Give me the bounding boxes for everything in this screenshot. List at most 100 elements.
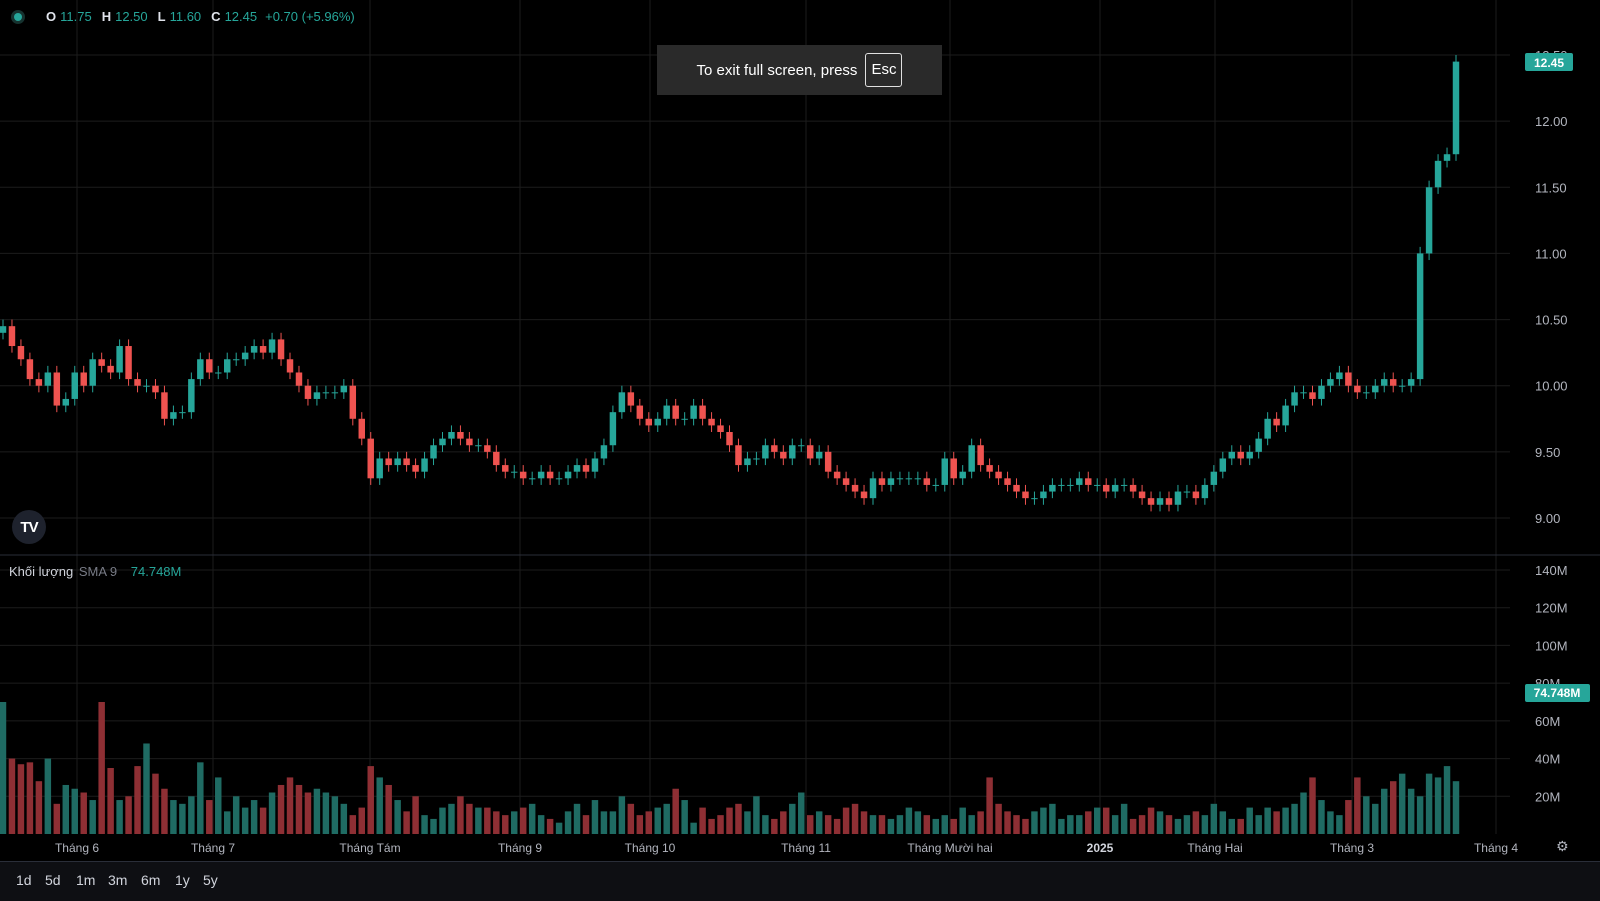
status-dot-icon — [14, 12, 22, 21]
volume-bar — [89, 800, 96, 834]
volume-bar — [295, 784, 303, 834]
last-price-badge: 12.45 — [1525, 53, 1573, 71]
candle-body — [932, 484, 940, 486]
volume-bar — [1147, 807, 1155, 834]
volume-bar — [232, 796, 240, 834]
candle-body — [1255, 438, 1262, 452]
volume-bar — [358, 807, 365, 834]
high-label: H — [101, 9, 112, 24]
volume-bar — [609, 811, 617, 834]
volume-bar — [1022, 818, 1029, 834]
candle-body — [1120, 484, 1128, 486]
candle-body — [134, 379, 141, 386]
volume-bar — [1201, 815, 1209, 834]
candle-body — [1309, 392, 1316, 399]
range-button-5y[interactable]: 5y — [203, 872, 218, 888]
candle-body — [1300, 392, 1307, 394]
volume-bar — [815, 811, 823, 834]
candle-body — [80, 372, 87, 386]
range-button-5d[interactable]: 5d — [45, 872, 61, 888]
volume-bar — [223, 811, 231, 834]
candle-body — [537, 471, 545, 479]
range-button-1m[interactable]: 1m — [76, 872, 96, 888]
candle-body — [690, 405, 697, 419]
candle-body — [672, 405, 679, 419]
candle-body — [762, 445, 769, 459]
candle-body — [116, 346, 123, 373]
candle-body — [223, 359, 231, 373]
volume-bar — [564, 811, 572, 834]
candle-body — [573, 465, 581, 472]
candle-body — [304, 385, 312, 399]
candle-body — [1094, 484, 1101, 486]
candle-body — [618, 392, 626, 413]
range-button-3m[interactable]: 3m — [108, 872, 128, 888]
volume-title: Khối lượng — [9, 564, 74, 579]
settings-gear-icon[interactable]: ⚙ — [1556, 838, 1569, 854]
candle-body — [412, 465, 419, 472]
volume-bar — [349, 815, 357, 834]
volume-bar — [125, 796, 132, 834]
volume-bar — [430, 818, 437, 834]
volume-bar — [331, 796, 339, 834]
range-button-1d[interactable]: 1d — [16, 872, 32, 888]
candle-body — [1004, 478, 1011, 485]
volume-bar — [412, 796, 419, 834]
volume-tick-label: 120M — [1535, 601, 1568, 616]
candle-body — [1398, 385, 1406, 387]
candle-body — [1327, 379, 1334, 386]
range-button-1y[interactable]: 1y — [175, 872, 190, 888]
candle-body — [627, 392, 635, 406]
candle-body — [1058, 484, 1065, 486]
candle-body — [1210, 471, 1218, 485]
candle-body — [17, 346, 25, 360]
volume-bar — [1389, 781, 1397, 834]
time-tick-label: Tháng 7 — [191, 841, 235, 855]
volume-bar — [1354, 777, 1361, 834]
volume-bar — [1013, 815, 1020, 834]
candle-body — [1111, 484, 1119, 492]
volume-bar — [1291, 803, 1298, 834]
price-tick-label: 9.50 — [1535, 445, 1560, 460]
volume-bar — [1255, 815, 1262, 834]
volume-bar — [923, 815, 931, 834]
candle-body — [1174, 491, 1182, 505]
candle-body — [636, 405, 644, 419]
range-button-6m[interactable]: 6m — [141, 872, 161, 888]
volume-bar — [62, 784, 70, 834]
candle-body — [331, 392, 339, 394]
volume-bar — [762, 815, 769, 834]
volume-bar — [1246, 807, 1253, 834]
candle-body — [1156, 498, 1164, 505]
time-tick-label: Tháng 6 — [55, 841, 99, 855]
candle-body — [394, 458, 401, 466]
close-value: 12.45 — [224, 9, 258, 24]
tradingview-logo-icon[interactable]: TV — [12, 510, 46, 544]
volume-bar — [259, 807, 267, 834]
candle-body — [313, 392, 321, 399]
candle-body — [878, 478, 886, 485]
volume-bar — [1049, 803, 1056, 834]
candle-body — [1381, 379, 1388, 386]
volume-bar — [1040, 807, 1047, 834]
candle-body — [654, 418, 661, 426]
candle-body — [968, 445, 975, 472]
volume-bar — [1345, 800, 1352, 834]
candle-body — [367, 438, 374, 479]
candle-body — [546, 471, 554, 479]
candle-body — [215, 372, 222, 374]
volume-bar — [1120, 803, 1128, 834]
candle-body — [1264, 418, 1271, 439]
candlesticks — [0, 55, 1460, 512]
high-value: 12.50 — [115, 9, 148, 24]
candle-body — [286, 359, 294, 373]
candle-body — [681, 418, 688, 420]
candle-body — [430, 445, 437, 459]
volume-bar — [17, 764, 25, 834]
volume-bar — [493, 811, 500, 834]
last-volume-badge: 74.748M — [1525, 684, 1590, 702]
volume-bar — [1452, 781, 1460, 834]
low-value: 11.60 — [169, 9, 202, 24]
candle-body — [1228, 451, 1236, 459]
